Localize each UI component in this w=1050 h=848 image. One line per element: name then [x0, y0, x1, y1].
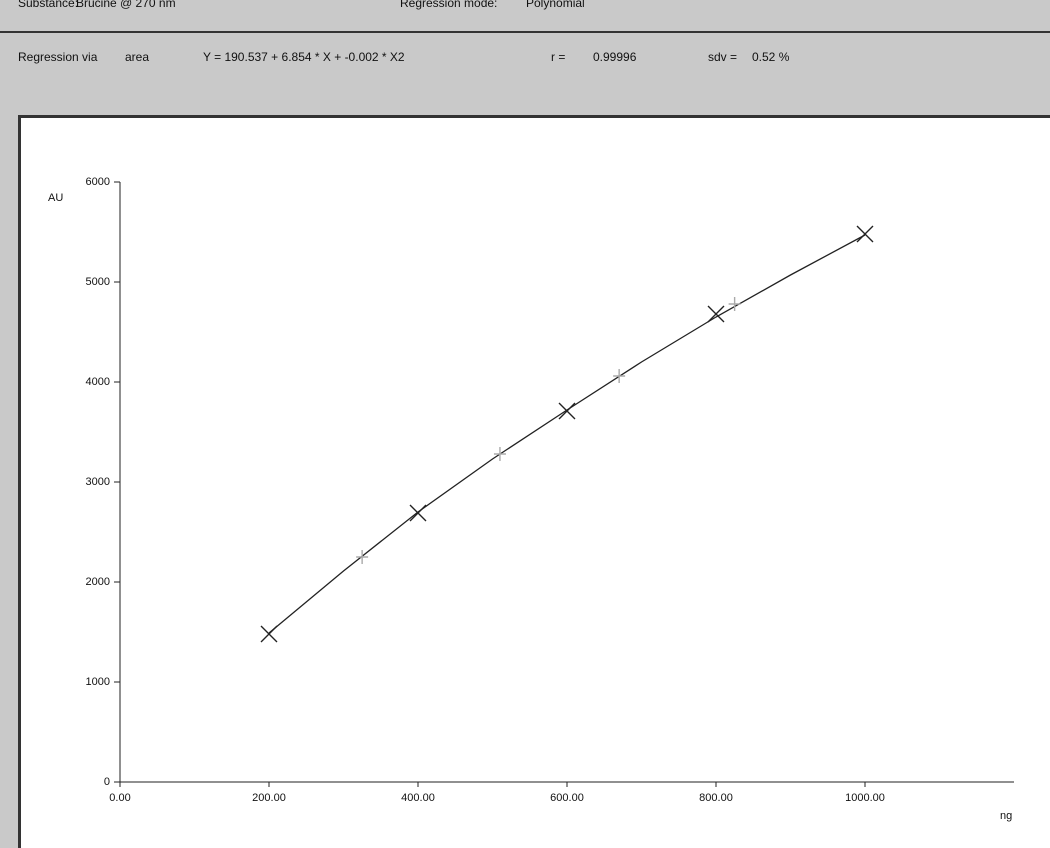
sample-point: [613, 369, 626, 383]
standard-point: [260, 625, 278, 643]
value: Polynomial: [526, 0, 585, 10]
label: r =: [551, 50, 566, 64]
x-axis-label: ng: [1000, 810, 1012, 822]
sample-point: [728, 297, 741, 311]
x-tick-label: 600.00: [550, 792, 584, 804]
y-tick-label: 1000: [86, 676, 110, 688]
x-tick-label: 400.00: [401, 792, 435, 804]
x-tick-label: 200.00: [252, 792, 286, 804]
standard-point: [707, 305, 725, 323]
standard-point: [409, 504, 427, 522]
y-axis-label: AU: [48, 192, 63, 204]
y-tick-label: 4000: [86, 376, 110, 388]
label: Regression mode:: [400, 0, 498, 10]
label: sdv =: [708, 50, 738, 64]
y-tick-label: 3000: [86, 476, 110, 488]
standard-point: [558, 402, 576, 420]
plot-panel: [18, 115, 1050, 848]
y-tick-label: 6000: [86, 176, 110, 188]
y-tick-label: 5000: [86, 276, 110, 288]
y-tick-label: 2000: [86, 576, 110, 588]
sample-point: [356, 550, 369, 564]
x-tick-label: 0.00: [109, 792, 130, 804]
y-tick-label: 0: [104, 776, 110, 788]
standard-point: [856, 225, 874, 243]
equation: Y = 190.537 + 6.854 * X + -0.002 * X2: [203, 50, 405, 64]
label: Regression via: [18, 50, 98, 64]
value: area: [125, 50, 150, 64]
fit-curve: [268, 234, 866, 634]
value: 0.99996: [593, 50, 637, 64]
sample-point: [493, 447, 506, 461]
label: Substance:: [18, 0, 79, 10]
x-tick-label: 1000.00: [845, 792, 885, 804]
separator: [0, 31, 1050, 33]
x-tick-label: 800.00: [699, 792, 733, 804]
value: 0.52 %: [752, 50, 790, 64]
value: Brucine @ 270 nm: [76, 0, 176, 10]
